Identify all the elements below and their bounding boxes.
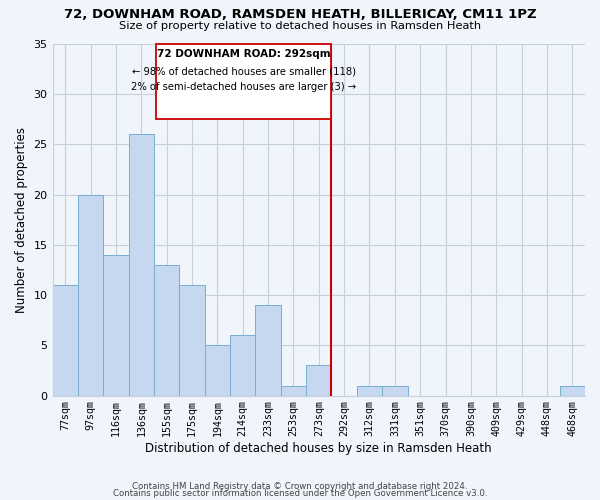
Bar — [103, 255, 128, 396]
Text: 2% of semi-detached houses are larger (3) →: 2% of semi-detached houses are larger (3… — [131, 82, 356, 92]
Bar — [281, 386, 306, 396]
Bar — [382, 386, 407, 396]
X-axis label: Distribution of detached houses by size in Ramsden Heath: Distribution of detached houses by size … — [145, 442, 492, 455]
Text: Contains public sector information licensed under the Open Government Licence v3: Contains public sector information licen… — [113, 490, 487, 498]
Bar — [357, 386, 382, 396]
Bar — [154, 265, 179, 396]
Bar — [78, 194, 103, 396]
FancyBboxPatch shape — [157, 44, 331, 120]
Bar — [230, 336, 256, 396]
Bar — [205, 346, 230, 396]
Bar — [128, 134, 154, 396]
Bar — [53, 285, 78, 396]
Bar — [179, 285, 205, 396]
Text: Size of property relative to detached houses in Ramsden Heath: Size of property relative to detached ho… — [119, 21, 481, 31]
Text: 72 DOWNHAM ROAD: 292sqm: 72 DOWNHAM ROAD: 292sqm — [157, 49, 331, 59]
Text: 72, DOWNHAM ROAD, RAMSDEN HEATH, BILLERICAY, CM11 1PZ: 72, DOWNHAM ROAD, RAMSDEN HEATH, BILLERI… — [64, 8, 536, 20]
Y-axis label: Number of detached properties: Number of detached properties — [15, 127, 28, 313]
Bar — [306, 366, 331, 396]
Text: Contains HM Land Registry data © Crown copyright and database right 2024.: Contains HM Land Registry data © Crown c… — [132, 482, 468, 491]
Bar — [256, 305, 281, 396]
Text: ← 98% of detached houses are smaller (118): ← 98% of detached houses are smaller (11… — [132, 66, 356, 76]
Bar — [560, 386, 585, 396]
